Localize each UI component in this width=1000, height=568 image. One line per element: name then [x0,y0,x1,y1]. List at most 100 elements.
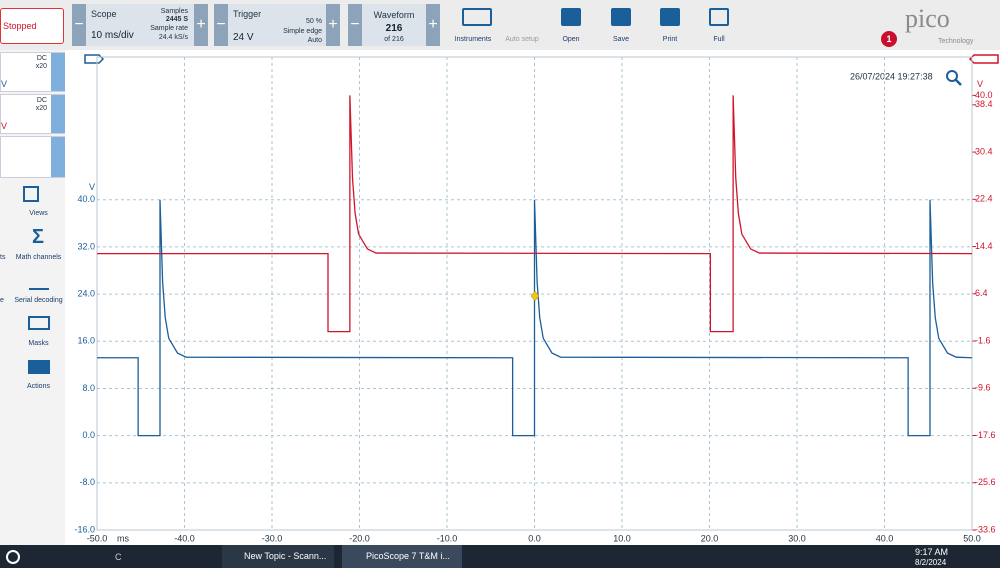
x-tick-label: 20.0 [701,533,719,543]
print-icon[interactable] [660,8,680,26]
toolbar-button[interactable]: Save [613,36,629,43]
channel-marker [84,54,105,64]
decrease-button[interactable]: − [348,4,362,46]
y2-tick-label: 6.4 [975,288,988,298]
clock-time: 9:17 AM [915,547,949,557]
toolbar-button[interactable]: Full [713,36,725,43]
notification-badge[interactable]: 1 [881,31,897,47]
instruments-icon[interactable] [462,8,492,26]
y2-tick-label: -25.6 [975,477,996,487]
status-button[interactable]: Stopped [0,8,64,44]
trigger-title: Trigger [233,9,262,19]
y-tick-label: 16.0 [77,336,95,346]
taskbar-app[interactable]: PicoScope 7 T&M i... [342,545,462,568]
probe: x20 [35,63,47,70]
zoom-icon[interactable] [955,79,962,86]
tool-label[interactable]: Serial decoding [14,297,63,304]
rate: 24.4 kS/s [158,34,188,41]
trigger-marker [530,290,540,302]
add-button[interactable] [51,137,65,177]
trigger-position: 50 % [306,18,322,25]
toolbar-button[interactable]: Instruments [454,36,492,43]
decrease-button[interactable]: − [72,4,86,46]
samples-label: Samples [160,8,188,15]
search-icon[interactable] [6,550,20,564]
math-icon[interactable]: Σ [32,226,45,248]
timebase[interactable]: 10 ms/div [91,30,134,41]
x-axis-unit: ms [117,533,129,543]
y2-tick-label: -1.6 [975,335,991,345]
y-tick-label: 8.0 [82,383,95,393]
x-tick-label: 10.0 [613,533,631,543]
tool-label[interactable]: Actions [27,383,50,390]
x-tick-label: 50.0 [963,533,981,543]
actions-icon[interactable] [28,360,50,374]
trigger-mode: Auto [307,37,322,44]
coupling: DC [36,55,47,62]
clock-date: 8/2/2024 [915,558,947,567]
taskbar-app[interactable]: C [115,552,122,562]
toolbar-button[interactable]: Print [662,36,678,43]
tool-label[interactable]: Math channels [15,254,62,261]
full-icon[interactable] [709,8,729,26]
serial-icon[interactable] [29,272,49,290]
toolbar-button[interactable]: Auto setup [505,36,539,43]
channel-a[interactable]: DC x20 V [0,52,66,92]
waveform-panel: − Waveform 216 of 216 + [348,4,440,46]
y-tick-label: 40.0 [77,194,95,204]
y2-tick-label: 22.4 [975,194,993,204]
channel-empty[interactable] [0,136,66,178]
views-icon[interactable] [23,186,39,202]
decrease-button[interactable]: − [214,4,228,46]
rate-label: Sample rate [150,25,188,32]
y2-tick-label: -17.6 [975,430,996,440]
y-tick-label: 0.0 [82,430,95,440]
sidebar: DC x20 V DC x20 V Views Σ Math channels … [0,50,66,545]
waveform-current[interactable]: 216 [385,23,403,34]
add-button[interactable] [51,53,65,91]
plot-frame [96,56,973,531]
y2-tick-label: -33.6 [975,524,996,534]
trace [97,199,973,437]
increase-button[interactable]: + [426,4,440,46]
waveform-title: Waveform [373,10,415,20]
chart: 26/07/2024 19:27:38 -50.0 -40.0 -30.0 -20.0… [65,50,1000,545]
toolbar-button[interactable]: Open [562,36,580,43]
trigger-level[interactable]: 24 V [233,32,254,43]
probe: x20 [35,105,47,112]
y2-tick-label: 14.4 [975,241,993,251]
y2-axis-unit: V [977,79,983,89]
y-tick-label: -16.0 [74,524,95,534]
zoom-icon[interactable] [946,70,958,82]
increase-button[interactable]: + [326,4,340,46]
y2-tick-label: -9.6 [975,383,991,393]
trigger-type: Simple edge [283,28,322,35]
scope-title: Scope [91,9,117,19]
x-tick-label: -50.0 [87,533,108,543]
timestamp: 26/07/2024 19:27:38 [850,71,933,81]
tool-label[interactable]: Masks [28,340,49,347]
x-tick-label: -20.0 [349,533,370,543]
cut-label: ts [0,254,6,261]
masks-icon[interactable] [28,316,50,330]
logo-sub: Technology [938,38,974,45]
y-axis-unit: V [89,182,95,192]
save-icon[interactable] [611,8,631,26]
y-tick-label: -8.0 [79,477,95,487]
x-tick-label: 0.0 [528,533,541,543]
taskbar-app[interactable]: New Topic - Scann... [222,545,334,568]
taskbar: C New Topic - Scann... PicoScope 7 T&M i… [0,545,1000,568]
tool-label[interactable]: Views [29,210,48,217]
trace [97,95,973,333]
unit: V [1,79,8,89]
y-tick-label: 32.0 [77,241,95,251]
logo: pico [905,4,950,33]
add-button[interactable] [51,95,65,133]
samples: 2445 S [165,16,188,23]
y2-tick-label: 38.4 [975,99,993,109]
open-icon[interactable] [561,8,581,26]
channel-b[interactable]: DC x20 V [0,94,66,134]
increase-button[interactable]: + [194,4,208,46]
trigger-panel: − Trigger 24 V 50 % Simple edge Auto + [214,4,340,46]
